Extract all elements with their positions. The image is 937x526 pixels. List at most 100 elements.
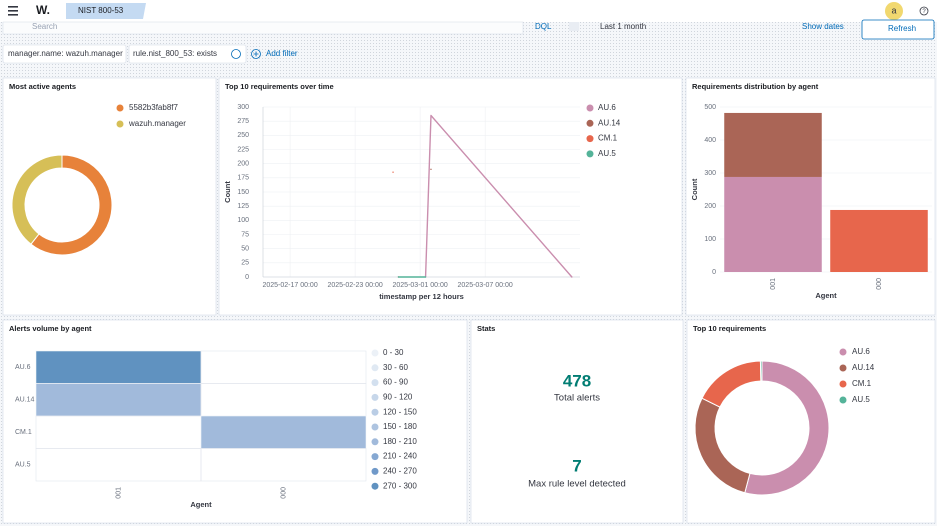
legend-swatch[interactable] — [839, 364, 847, 372]
legend-swatch[interactable] — [371, 482, 379, 490]
legend-swatch[interactable] — [371, 364, 379, 372]
legend-label[interactable]: AU.5 — [852, 395, 870, 404]
legend-swatch[interactable] — [839, 348, 847, 356]
legend-swatch[interactable] — [116, 104, 124, 112]
y-tick-label: 0 — [712, 269, 716, 276]
legend-swatch[interactable] — [839, 380, 847, 388]
legend-label[interactable]: 210 - 240 — [383, 452, 417, 461]
breadcrumb-tab[interactable] — [66, 3, 146, 19]
legend-label[interactable]: AU.14 — [852, 363, 875, 372]
legend-swatch[interactable] — [371, 379, 379, 387]
pie-slice[interactable] — [30, 154, 113, 256]
line-series — [424, 114, 573, 278]
add-filter-icon[interactable] — [251, 49, 261, 59]
breadcrumb-text[interactable]: NIST 800-53 — [78, 6, 124, 15]
time-range[interactable]: Last 1 month — [600, 22, 646, 31]
legend-swatch[interactable] — [586, 135, 594, 143]
filter-text[interactable]: rule.nist_800_53: exists — [133, 49, 217, 58]
legend-swatch[interactable] — [371, 393, 379, 401]
legend-label[interactable]: AU.6 — [598, 103, 616, 112]
legend-label[interactable]: 90 - 120 — [383, 393, 413, 402]
legend-swatch[interactable] — [839, 396, 847, 404]
legend-label[interactable]: 180 - 210 — [383, 437, 417, 446]
legend-label[interactable]: 240 - 270 — [383, 467, 417, 476]
legend-label[interactable]: 0 - 30 — [383, 348, 404, 357]
heat-cell[interactable] — [35, 383, 202, 417]
menu-button[interactable] — [8, 6, 18, 16]
legend-swatch[interactable] — [371, 467, 379, 475]
show-dates[interactable]: Show dates — [802, 22, 844, 31]
x-tick-label: 001 — [770, 278, 777, 290]
query-language[interactable]: DQL — [535, 22, 552, 31]
x-axis-title: Agent — [815, 291, 837, 300]
legend-swatch[interactable] — [371, 438, 379, 446]
bar-segment[interactable] — [724, 176, 822, 272]
legend-swatch[interactable] — [371, 423, 379, 431]
legend-swatch[interactable] — [371, 453, 379, 461]
panel-title: Most active agents — [9, 82, 76, 91]
legend-swatch[interactable] — [586, 119, 594, 127]
heat-cell[interactable] — [35, 350, 202, 384]
top-bar — [0, 0, 937, 22]
legend-label[interactable]: 270 - 300 — [383, 481, 417, 490]
bar-segment[interactable] — [724, 112, 822, 177]
legend-label[interactable]: AU.6 — [852, 347, 870, 356]
legend-label[interactable]: AU.5 — [598, 149, 616, 158]
legend-label[interactable]: 120 - 150 — [383, 407, 417, 416]
avatar[interactable] — [885, 2, 903, 20]
legend-label[interactable]: 5582b3fab8f7 — [129, 103, 178, 112]
y-tick-label: 200 — [704, 203, 716, 210]
x-axis-title: Agent — [190, 500, 212, 509]
pie-slice[interactable] — [744, 360, 830, 496]
pie-slice[interactable] — [11, 154, 63, 245]
search-field[interactable] — [2, 21, 524, 35]
legend-swatch[interactable] — [586, 104, 594, 112]
legend-label[interactable]: AU.14 — [598, 118, 621, 127]
x-tick-label: 000 — [876, 278, 883, 290]
row-label: CM.1 — [15, 429, 32, 436]
bar-segment[interactable] — [830, 209, 928, 272]
help-icon[interactable] — [919, 6, 929, 16]
filter-pill[interactable] — [128, 44, 247, 64]
heat-cell[interactable] — [200, 415, 367, 449]
legend-label[interactable]: 150 - 180 — [383, 422, 417, 431]
stat-label: Max rule level detected — [528, 479, 626, 490]
filter-pill[interactable] — [2, 44, 127, 64]
panel-title: Top 10 requirements over time — [225, 82, 334, 91]
avatar-letter[interactable]: a — [891, 5, 896, 15]
y-tick-label: 150 — [237, 189, 249, 196]
legend-swatch[interactable] — [371, 408, 379, 416]
search-placeholder[interactable]: Search — [32, 22, 57, 31]
legend-label[interactable]: CM.1 — [852, 379, 872, 388]
legend-label[interactable]: 60 - 90 — [383, 378, 408, 387]
y-tick-label: 275 — [237, 118, 249, 125]
logo[interactable]: W. — [36, 3, 50, 17]
legend-swatch[interactable] — [586, 150, 594, 158]
stat-value: 478 — [563, 371, 591, 390]
refresh-button[interactable] — [861, 19, 935, 40]
pie-slice[interactable] — [759, 360, 763, 382]
legend-label[interactable]: 30 - 60 — [383, 363, 408, 372]
date-icon[interactable] — [569, 22, 579, 31]
filter-text[interactable]: manager.name: wazuh.manager — [8, 49, 123, 58]
add-filter[interactable]: Add filter — [266, 49, 298, 58]
legend-swatch[interactable] — [371, 349, 379, 357]
y-tick-label: 225 — [237, 146, 249, 153]
legend-label[interactable]: CM.1 — [598, 134, 618, 143]
filter-options-icon[interactable] — [231, 49, 241, 59]
y-tick-label: 75 — [241, 231, 249, 238]
refresh-label[interactable]: Refresh — [888, 24, 916, 33]
y-axis-title: Count — [223, 181, 232, 203]
x-tick-label: 000 — [280, 487, 287, 499]
x-tick-label: 001 — [115, 487, 122, 499]
help-mark[interactable]: ? — [922, 9, 926, 15]
y-axis-title: Count — [690, 178, 699, 200]
legend-swatch[interactable] — [116, 120, 124, 128]
panel-title: Stats — [477, 324, 495, 333]
y-tick-label: 250 — [237, 132, 249, 139]
y-tick-label: 0 — [245, 274, 249, 281]
row-label: AU.5 — [15, 462, 31, 469]
legend-label[interactable]: wazuh.manager — [128, 119, 186, 128]
